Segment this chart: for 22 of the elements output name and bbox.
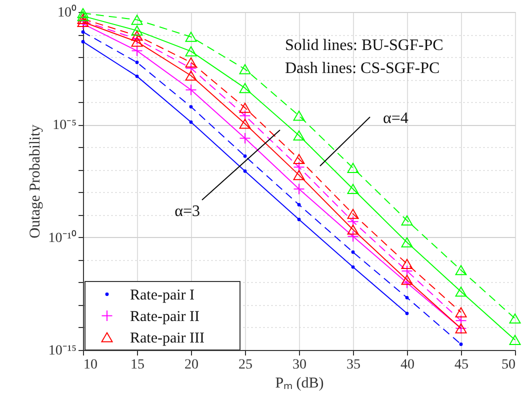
- y-axis-title: Outage Probability: [27, 124, 44, 238]
- x-tick-label: 45: [454, 358, 468, 372]
- x-tick-label: 20: [184, 358, 198, 372]
- legend-label: Rate-pair II: [130, 308, 200, 325]
- y-tick-label: 10⁰: [58, 4, 76, 20]
- x-tick-label: 40: [400, 358, 414, 372]
- legend-label: Rate-pair III: [130, 330, 205, 346]
- y-tick-label: 10⁻¹⁵: [48, 344, 77, 358]
- x-tick-label: 25: [238, 358, 252, 372]
- x-tick-label: 15: [130, 358, 144, 372]
- x-tick-label: 10: [84, 358, 98, 372]
- y-tick-label: 10⁻¹⁰: [48, 230, 76, 246]
- x-tick-label: 35: [346, 358, 360, 372]
- annotation: Solid lines: BU-SGF-PC: [285, 37, 444, 54]
- x-tick-label: 30: [292, 358, 306, 372]
- annotation: α=3: [174, 203, 200, 220]
- y-tick-label: 10⁻⁵: [52, 118, 77, 134]
- legend-label: Rate-pair I: [130, 287, 195, 304]
- x-tick-label: 50: [502, 358, 516, 372]
- annotation: α=4: [383, 110, 408, 127]
- annotation: Dash lines: CS-SGF-PC: [285, 60, 440, 77]
- x-axis-title: Pₘ (dB): [275, 376, 324, 392]
